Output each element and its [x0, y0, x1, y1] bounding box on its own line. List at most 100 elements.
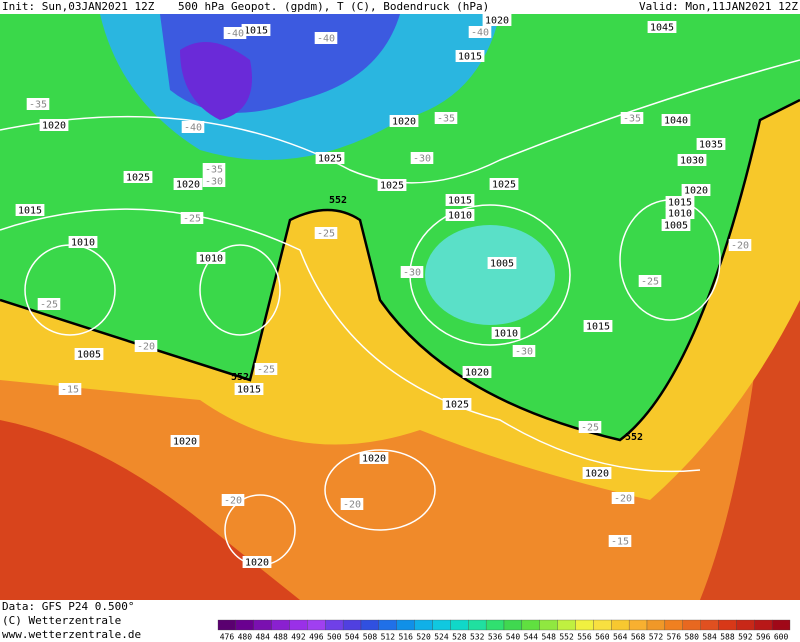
pressure-label: 1040	[664, 116, 688, 127]
scale-label: 580	[684, 633, 699, 642]
temperature-label: -20	[614, 494, 632, 505]
scale-label: 516	[398, 633, 413, 642]
scale-label: 564	[613, 633, 628, 642]
pressure-label: 1020	[42, 121, 66, 132]
color-swatch	[378, 619, 397, 631]
pressure-label-box	[681, 184, 711, 196]
scale-label: 532	[470, 633, 485, 642]
temperature-label: -25	[183, 214, 201, 225]
pressure-label-box	[665, 196, 695, 208]
color-swatch	[593, 619, 612, 631]
temperature-label: -25	[317, 229, 335, 240]
scale-label: 476	[220, 633, 235, 642]
pressure-label: 1010	[448, 211, 472, 222]
pressure-label: 1025	[318, 154, 342, 165]
init-time: Init: Sun,03JAN2021 12Z	[2, 0, 155, 13]
color-swatch	[253, 619, 272, 631]
height-label: 552	[625, 432, 643, 443]
color-swatch	[682, 619, 701, 631]
scale-label: 524	[434, 633, 449, 642]
color-swatch	[396, 619, 415, 631]
temperature-label-box	[620, 112, 644, 124]
scale-label: 508	[363, 633, 378, 642]
temperature-label: -25	[40, 300, 58, 311]
pressure-label: 1015	[244, 26, 268, 37]
pressure-label: 1010	[199, 254, 223, 265]
temperature-label-box	[181, 121, 205, 133]
temperature-label: -40	[226, 29, 244, 40]
pressure-label-box	[39, 119, 69, 131]
color-swatch	[700, 619, 719, 631]
scale-label: 512	[381, 633, 396, 642]
pressure-label: 1015	[237, 385, 261, 396]
color-swatch	[271, 619, 290, 631]
color-swatch	[664, 619, 683, 631]
pressure-label: 1025	[445, 400, 469, 411]
height-label: 552	[329, 195, 347, 206]
color-swatch	[736, 619, 755, 631]
pressure-label: 1035	[699, 140, 723, 151]
pressure-label-box	[389, 115, 419, 127]
color-swatch	[360, 619, 380, 631]
pressure-label-box	[661, 219, 691, 231]
temperature-label-box	[58, 383, 82, 395]
pressure-label-box	[482, 14, 512, 26]
pressure-label-box	[696, 138, 726, 150]
pressure-label: 1030	[680, 156, 704, 167]
pressure-label-box	[68, 236, 98, 248]
pressure-label-box	[445, 209, 475, 221]
temperature-label: -35	[437, 114, 455, 125]
scale-label: 540	[506, 633, 521, 642]
valid-time: Valid: Mon,11JAN2021 12Z	[639, 0, 798, 13]
pressure-label: 1015	[18, 206, 42, 217]
pressure-label-box	[15, 204, 45, 216]
temperature-label-box	[221, 494, 245, 506]
pressure-label-box	[359, 452, 389, 464]
pressure-label: 1005	[490, 259, 514, 270]
pressure-label-box	[242, 556, 272, 568]
pressure-label-box	[661, 114, 691, 126]
pressure-label-box	[196, 252, 226, 264]
pressure-label: 1025	[380, 181, 404, 192]
scale-label: 588	[720, 633, 735, 642]
color-swatch	[325, 619, 344, 631]
pressure-label-box	[647, 21, 677, 33]
pressure-label: 1020	[465, 368, 489, 379]
map-background	[0, 14, 800, 600]
scale-label: 560	[595, 633, 610, 642]
color-swatch	[628, 619, 648, 631]
scale-label: 584	[702, 633, 717, 642]
pressure-label: 1020	[684, 186, 708, 197]
color-swatch	[235, 619, 254, 631]
temperature-label: -40	[184, 123, 202, 134]
scale-label: 572	[649, 633, 664, 642]
pressure-label: 1015	[586, 322, 610, 333]
pressure-label-box	[487, 257, 517, 269]
copyright: (C) Wetterzentrale	[2, 614, 121, 627]
color-swatch	[539, 619, 558, 631]
color-swatch	[289, 619, 308, 631]
temperature-label-box	[223, 27, 247, 39]
temperature-label: -20	[731, 241, 749, 252]
scale-label: 484	[255, 633, 270, 642]
pressure-label: 1025	[492, 180, 516, 191]
pressure-label: 1020	[176, 180, 200, 191]
pressure-label: 1010	[494, 329, 518, 340]
pressure-label: 1010	[71, 238, 95, 249]
temperature-label-box	[314, 32, 338, 44]
scale-label: 480	[238, 633, 253, 642]
temperature-label: -30	[403, 268, 421, 279]
temperature-label-box	[340, 498, 364, 510]
temperature-label: -30	[413, 154, 431, 165]
pressure-label-box	[462, 366, 492, 378]
pressure-label-box	[170, 435, 200, 447]
scale-label: 556	[577, 633, 592, 642]
scale-label: 520	[416, 633, 431, 642]
pressure-label-box	[74, 348, 104, 360]
scale-label: 600	[774, 633, 789, 642]
pressure-label: 1015	[668, 198, 692, 209]
temperature-label: -30	[515, 347, 533, 358]
pressure-label-box	[315, 152, 345, 164]
temperature-label-box	[410, 152, 434, 164]
